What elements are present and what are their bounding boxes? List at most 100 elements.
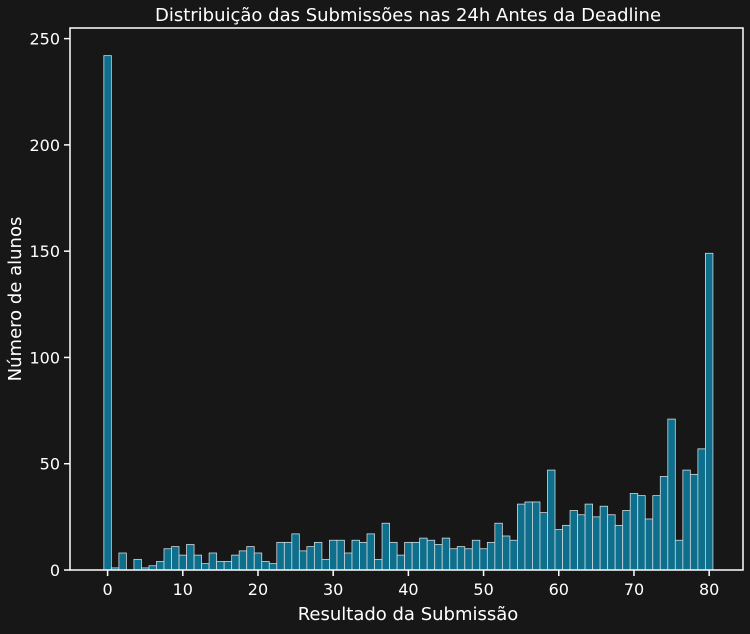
axes-frame: [69, 27, 744, 571]
histogram-bar: [381, 522, 390, 571]
histogram-bar: [584, 503, 594, 571]
histogram-bar: [156, 561, 165, 571]
y-tick-label: 0: [50, 561, 60, 580]
x-tick-label: 60: [549, 580, 569, 599]
histogram-bar: [667, 418, 676, 571]
histogram-bar: [411, 541, 421, 571]
y-tick-label: 150: [29, 242, 60, 261]
histogram-bar: [208, 552, 218, 571]
histogram-bar: [471, 539, 481, 571]
histogram-bar: [674, 539, 684, 571]
histogram-bar: [629, 493, 639, 571]
histogram-bar: [321, 558, 330, 571]
x-axis-label: Resultado da Submissão: [298, 604, 519, 625]
histogram-bar: [524, 501, 533, 571]
histogram-bar: [592, 516, 601, 571]
histogram-bar: [366, 533, 375, 571]
histogram-bar: [622, 510, 631, 571]
histogram-bar: [291, 533, 300, 571]
x-tick-label: 50: [473, 580, 493, 599]
histogram-bar: [313, 541, 323, 571]
histogram-bar: [178, 554, 187, 571]
x-tick-label: 70: [624, 580, 644, 599]
histogram-bar: [705, 252, 714, 571]
y-tick-label: 50: [40, 455, 60, 474]
histogram-bar: [396, 554, 406, 571]
histogram-bar: [268, 563, 278, 571]
histogram-bar: [449, 548, 458, 571]
histogram-bar: [351, 539, 360, 571]
histogram-bar: [238, 550, 248, 571]
histogram-bar: [577, 514, 586, 571]
histogram-bar: [329, 539, 338, 571]
histogram-bar: [359, 541, 368, 571]
histogram-bar: [419, 537, 428, 571]
x-tick-label: 30: [323, 580, 343, 599]
histogram-bar: [614, 524, 624, 571]
x-tick-label: 0: [103, 580, 113, 599]
histogram-bar: [607, 514, 616, 571]
histogram-bar: [697, 448, 706, 571]
histogram-bar: [246, 546, 255, 571]
histogram-bar: [283, 541, 293, 571]
y-axis-label: Número de alunos: [5, 217, 26, 382]
histogram-bar: [426, 539, 436, 571]
histogram-bar: [336, 539, 345, 571]
y-tick-label: 200: [29, 136, 60, 155]
histogram-bar: [689, 473, 699, 571]
histogram-bar: [486, 541, 496, 571]
histogram-bar: [441, 537, 451, 571]
histogram-bar: [201, 563, 210, 571]
histogram-bar: [434, 544, 443, 571]
x-tick-label: 20: [248, 580, 268, 599]
histogram-bar: [261, 561, 270, 571]
y-tick-label: 250: [29, 30, 60, 49]
histogram-bar: [404, 541, 413, 571]
bars-group: [103, 55, 714, 571]
histogram-bar: [186, 544, 195, 571]
histogram-bar: [479, 548, 488, 571]
x-tick-label: 40: [398, 580, 418, 599]
histogram-bar: [554, 529, 563, 571]
histogram-bar: [306, 546, 315, 571]
histogram-bar: [464, 548, 473, 571]
histogram-bar: [223, 561, 233, 571]
histogram-bar: [652, 495, 661, 571]
histogram-bar: [171, 546, 180, 571]
histogram-bar: [103, 55, 112, 571]
x-tick-label: 80: [699, 580, 719, 599]
histogram-bar: [118, 552, 127, 571]
histogram-bar: [231, 554, 240, 571]
y-tick-label: 100: [29, 348, 60, 367]
histogram-bar: [532, 501, 541, 571]
histogram-bar: [193, 554, 202, 571]
histogram-bar: [276, 541, 285, 571]
histogram-bar: [599, 505, 609, 571]
histogram-bar: [547, 469, 556, 571]
histogram-bar: [216, 561, 225, 571]
histogram-bar: [682, 469, 691, 571]
histogram-bar: [253, 552, 263, 571]
histogram-bar: [637, 495, 646, 571]
histogram-bar: [298, 550, 308, 571]
chart-title: Distribuição das Submissões nas 24h Ante…: [155, 5, 661, 26]
histogram-bar: [644, 518, 654, 571]
histogram-bar: [163, 548, 172, 571]
histogram-bar: [562, 524, 571, 571]
x-tick-label: 10: [173, 580, 193, 599]
histogram-bar: [133, 558, 142, 571]
histogram-bar: [494, 522, 503, 571]
histogram-bar: [659, 476, 669, 571]
histogram-bar: [344, 552, 353, 571]
histogram-bar: [501, 535, 511, 571]
histogram-bar: [374, 558, 383, 571]
histogram-bar: [389, 541, 398, 571]
histogram-bar: [539, 512, 548, 571]
histogram-bar: [509, 539, 518, 571]
histogram-bar: [517, 503, 526, 571]
histogram-bar: [456, 546, 466, 571]
axes-group: 0 10 20 30 40 50 60 70 80 0 50 100 150 200 250: [29, 27, 744, 599]
histogram-bar: [569, 510, 578, 571]
